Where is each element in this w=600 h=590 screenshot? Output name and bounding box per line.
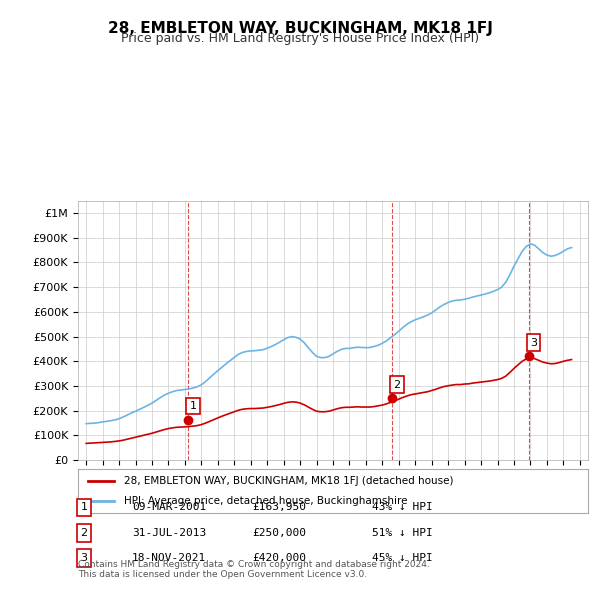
Text: 28, EMBLETON WAY, BUCKINGHAM, MK18 1FJ: 28, EMBLETON WAY, BUCKINGHAM, MK18 1FJ [107,21,493,35]
Text: 3: 3 [80,553,88,563]
Text: Contains HM Land Registry data © Crown copyright and database right 2024.
This d: Contains HM Land Registry data © Crown c… [78,560,430,579]
Text: 1: 1 [80,503,88,512]
Text: 09-MAR-2001: 09-MAR-2001 [132,503,206,512]
Text: 51% ↓ HPI: 51% ↓ HPI [372,528,433,537]
Text: 1: 1 [190,401,196,411]
Text: HPI: Average price, detached house, Buckinghamshire: HPI: Average price, detached house, Buck… [124,496,407,506]
Text: 43% ↓ HPI: 43% ↓ HPI [372,503,433,512]
Text: Price paid vs. HM Land Registry's House Price Index (HPI): Price paid vs. HM Land Registry's House … [121,32,479,45]
Text: 45% ↓ HPI: 45% ↓ HPI [372,553,433,563]
Text: 3: 3 [530,337,537,348]
Text: £250,000: £250,000 [252,528,306,537]
Text: 28, EMBLETON WAY, BUCKINGHAM, MK18 1FJ (detached house): 28, EMBLETON WAY, BUCKINGHAM, MK18 1FJ (… [124,477,454,486]
Text: 18-NOV-2021: 18-NOV-2021 [132,553,206,563]
Text: 2: 2 [393,380,400,390]
Text: £420,000: £420,000 [252,553,306,563]
Text: £163,950: £163,950 [252,503,306,512]
Text: 31-JUL-2013: 31-JUL-2013 [132,528,206,537]
Text: 2: 2 [80,528,88,537]
